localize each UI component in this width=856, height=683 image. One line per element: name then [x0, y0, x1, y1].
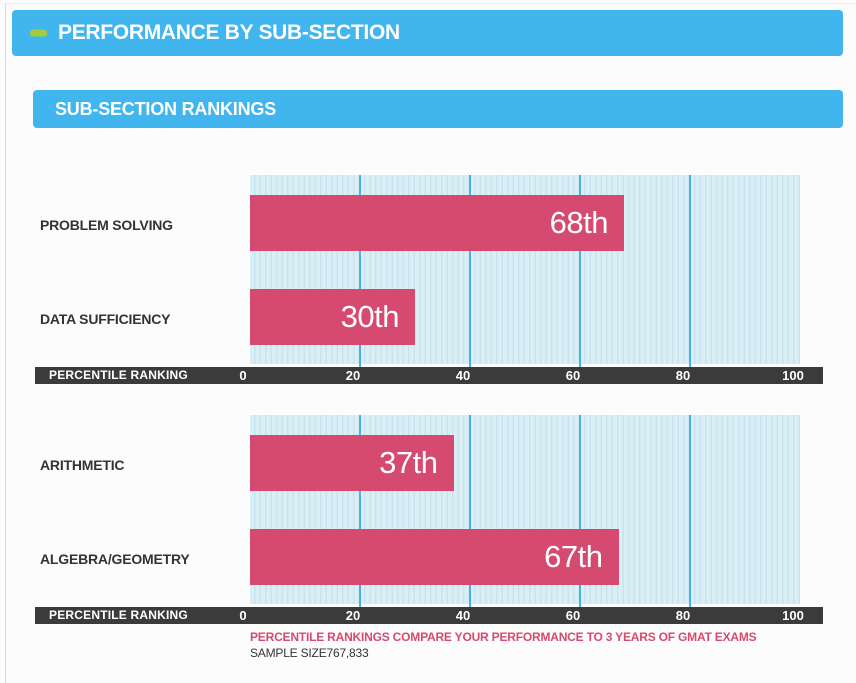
- bar-value-label: 67th: [544, 539, 603, 574]
- percentile-bar: 68th: [250, 195, 624, 251]
- axis-bar: PERCENTILE RANKING 0 20 40 60 80 100: [35, 607, 823, 624]
- percentile-bar: 67th: [250, 529, 619, 585]
- axis-title: PERCENTILE RANKING: [49, 368, 188, 382]
- axis-title: PERCENTILE RANKING: [49, 608, 188, 622]
- bar-value-label: 37th: [379, 445, 438, 480]
- category-label: ALGEBRA/GEOMETRY: [40, 551, 190, 567]
- category-label: PROBLEM SOLVING: [40, 217, 173, 233]
- gridline: [689, 415, 691, 608]
- gridline: [359, 175, 361, 368]
- gridline: [359, 415, 361, 608]
- section-header-bar: PERFORMANCE BY SUB-SECTION: [12, 10, 843, 56]
- axis-tick-label: 100: [782, 608, 804, 623]
- gridline: [579, 175, 581, 368]
- axis-bar: PERCENTILE RANKING 0 20 40 60 80 100: [35, 367, 823, 384]
- sub-section-header-bar: SUB-SECTION RANKINGS: [33, 90, 843, 128]
- axis-tick-label: 80: [675, 368, 691, 383]
- dash-icon: [30, 29, 47, 37]
- percentile-bar: 37th: [250, 435, 454, 491]
- chart-plot-area: 68th 30th: [250, 175, 800, 368]
- sub-section-rankings-chart-1: 68th 30th PROBLEM SOLVING DATA SUFFICIENCY P…: [0, 175, 856, 390]
- bar-value-label: 30th: [340, 299, 400, 334]
- gridline: [689, 175, 691, 368]
- axis-tick-label: 0: [239, 368, 247, 383]
- axis-tick-label: 60: [565, 608, 581, 623]
- axis-tick-label: 60: [565, 368, 581, 383]
- axis-tick-label: 0: [239, 608, 247, 623]
- category-label: DATA SUFFICIENCY: [40, 311, 171, 327]
- axis-tick-label: 40: [455, 368, 471, 383]
- chart-plot-area: 37th 67th: [250, 415, 800, 608]
- page-title: PERFORMANCE BY SUB-SECTION: [58, 21, 400, 44]
- sample-size-label: SAMPLE SIZE: [250, 646, 327, 660]
- sample-size: SAMPLE SIZE767,833: [250, 646, 369, 660]
- bar-value-label: 68th: [549, 205, 609, 240]
- axis-tick-label: 20: [345, 368, 361, 383]
- axis-tick-label: 40: [455, 608, 471, 623]
- gridline: [469, 175, 471, 368]
- sub-section-rankings-chart-2: 37th 67th ARITHMETIC ALGEBRA/GEOMETRY PERCEN…: [0, 415, 856, 630]
- gridline: [469, 415, 471, 608]
- axis-tick-label: 100: [782, 368, 804, 383]
- percentile-bar: 30th: [250, 289, 415, 345]
- axis-tick-label: 20: [345, 608, 361, 623]
- sub-section-title: SUB-SECTION RANKINGS: [55, 99, 277, 119]
- percentile-note: PERCENTILE RANKINGS COMPARE YOUR PERFORM…: [250, 630, 757, 644]
- sample-size-value: 767,833: [326, 646, 369, 660]
- axis-tick-label: 80: [675, 608, 691, 623]
- gridline: [579, 415, 581, 608]
- category-label: ARITHMETIC: [40, 457, 125, 473]
